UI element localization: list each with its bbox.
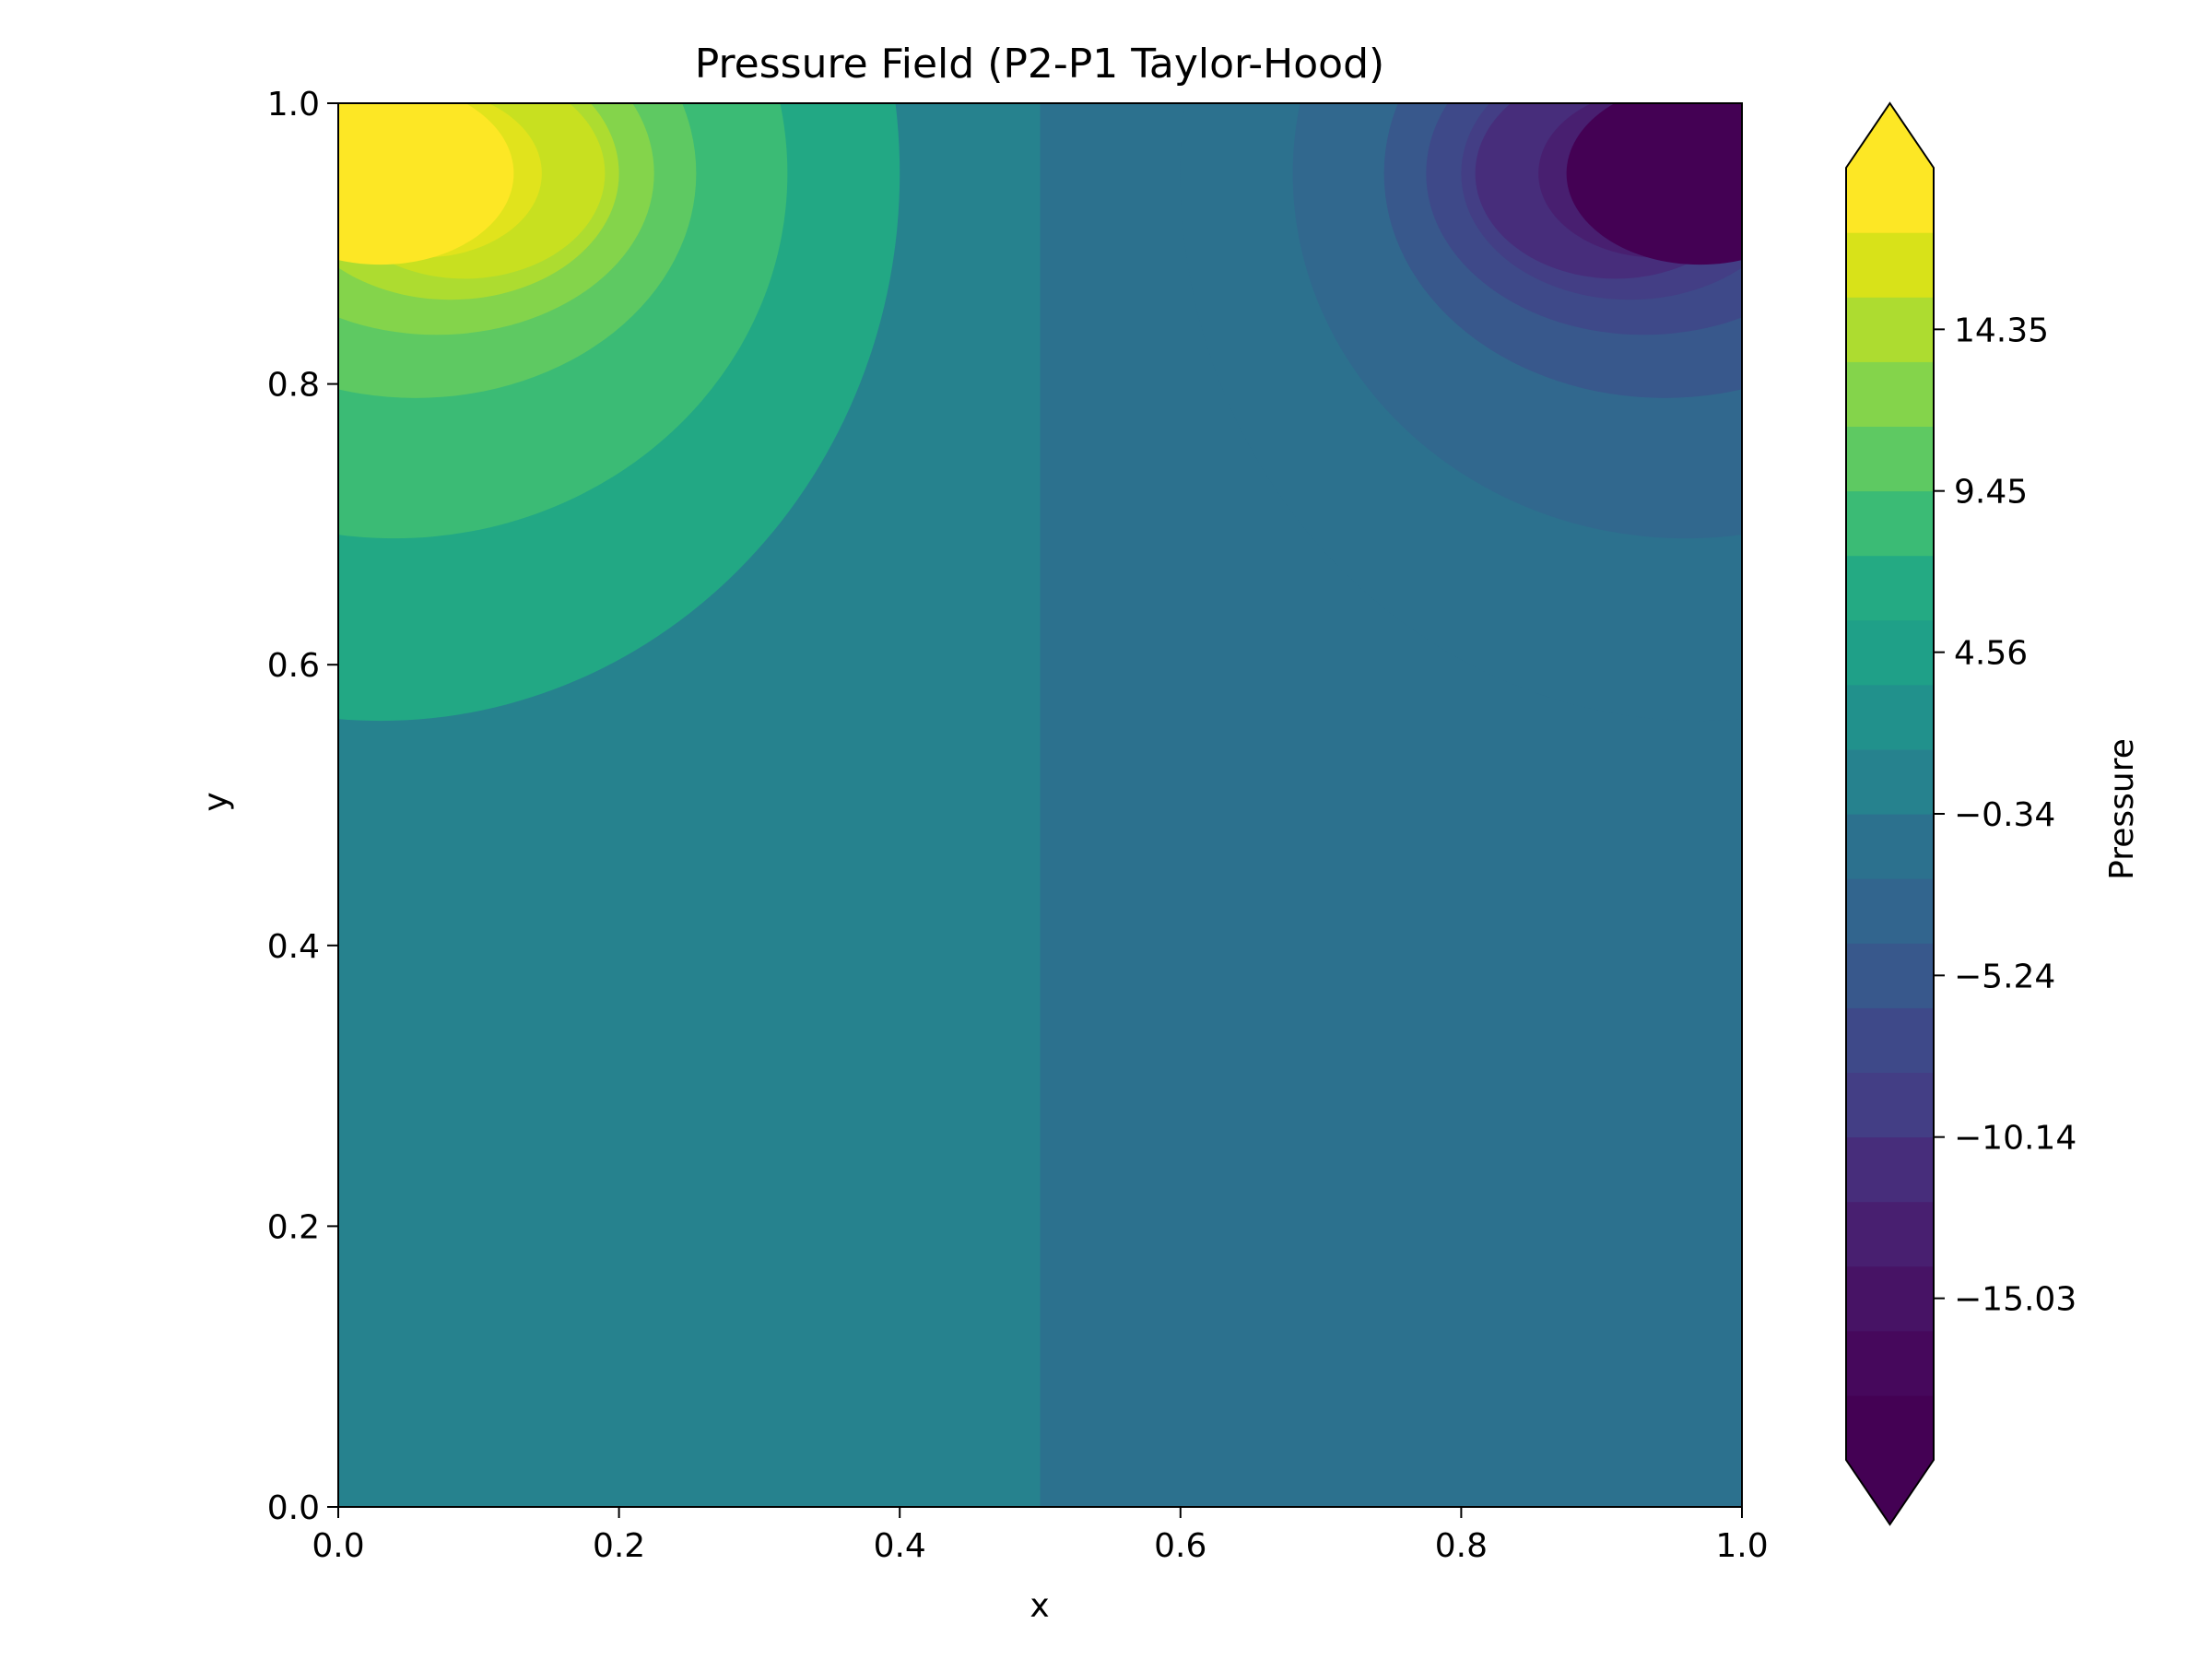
y-tick-label: 0.0 (267, 1489, 320, 1527)
y-tick-label: 0.6 (267, 647, 320, 685)
colorbar-band (1846, 361, 1934, 427)
colorbar-tick-label: −15.03 (1954, 1281, 2077, 1319)
colorbar-band (1846, 1072, 1934, 1138)
colorbar-band (1846, 943, 1934, 1008)
colorbar-band (1846, 1007, 1934, 1073)
x-tick-label: 0.6 (1154, 1527, 1206, 1565)
x-tick-label: 1.0 (1715, 1527, 1768, 1565)
colorbar-band (1846, 878, 1934, 944)
colorbar-tick-label: 14.35 (1954, 312, 2049, 349)
colorbar-band (1846, 490, 1934, 557)
colorbar-band (1846, 1394, 1934, 1461)
y-axis: 0.0 0.2 0.4 0.6 0.8 1.0 (267, 86, 338, 1527)
colorbar-tick-label: 9.45 (1954, 474, 2028, 512)
colorbar-tick-label: 4.56 (1954, 635, 2028, 673)
y-tick-label: 0.4 (267, 928, 320, 966)
colorbar: 14.35 9.45 4.56 −0.34 −5.24 −10.14 −15.03 Pres… (1845, 101, 2141, 1526)
plot-frame (337, 102, 1743, 1508)
colorbar-band (1846, 1136, 1934, 1203)
y-tick-label: 1.0 (267, 86, 320, 124)
contour-band-right-15 (1566, 103, 1742, 265)
colorbar-band (1846, 555, 1934, 621)
colorbar-extend-min (1846, 1460, 1934, 1524)
colorbar-band (1846, 426, 1934, 492)
x-axis-label: x (1030, 1587, 1049, 1625)
colorbar-ticks: 14.35 9.45 4.56 −0.34 −5.24 −10.14 −15.03 (1934, 312, 2077, 1319)
contour-band-left-7 (338, 103, 514, 265)
contour-fill-layer (338, 103, 1742, 1507)
y-tick-label: 0.8 (267, 367, 320, 405)
x-tick-label: 0.2 (593, 1527, 645, 1565)
colorbar-outline (1845, 101, 1935, 1526)
y-tick-label: 0.2 (267, 1208, 320, 1246)
colorbar-band (1846, 1265, 1934, 1332)
x-tick-label: 0.8 (1435, 1527, 1488, 1565)
x-tick-label: 0.4 (874, 1527, 926, 1565)
x-tick-label: 0.0 (312, 1527, 364, 1565)
colorbar-band (1846, 1330, 1934, 1396)
y-axis-label: y (197, 792, 235, 811)
colorbar-tick-label: −10.14 (1954, 1120, 2077, 1158)
colorbar-tick-label: −0.34 (1954, 796, 2055, 834)
colorbar-band (1846, 619, 1934, 686)
colorbar-bands (1846, 103, 1934, 1524)
colorbar-band (1846, 814, 1934, 879)
chart-title: Pressure Field (P2-P1 Taylor-Hood) (695, 41, 1384, 88)
colorbar-band (1846, 232, 1934, 298)
colorbar-extend-max (1846, 103, 1934, 168)
colorbar-band (1846, 748, 1934, 815)
colorbar-label: Pressure (2103, 738, 2141, 880)
colorbar-band (1846, 168, 1934, 233)
colorbar-band (1846, 684, 1934, 750)
colorbar-tick-label: −5.24 (1954, 958, 2055, 995)
colorbar-band (1846, 297, 1934, 362)
plot-area (337, 102, 1743, 1508)
x-axis: 0.0 0.2 0.4 0.6 0.8 1.0 (312, 1507, 1769, 1565)
colorbar-band (1846, 1201, 1934, 1267)
